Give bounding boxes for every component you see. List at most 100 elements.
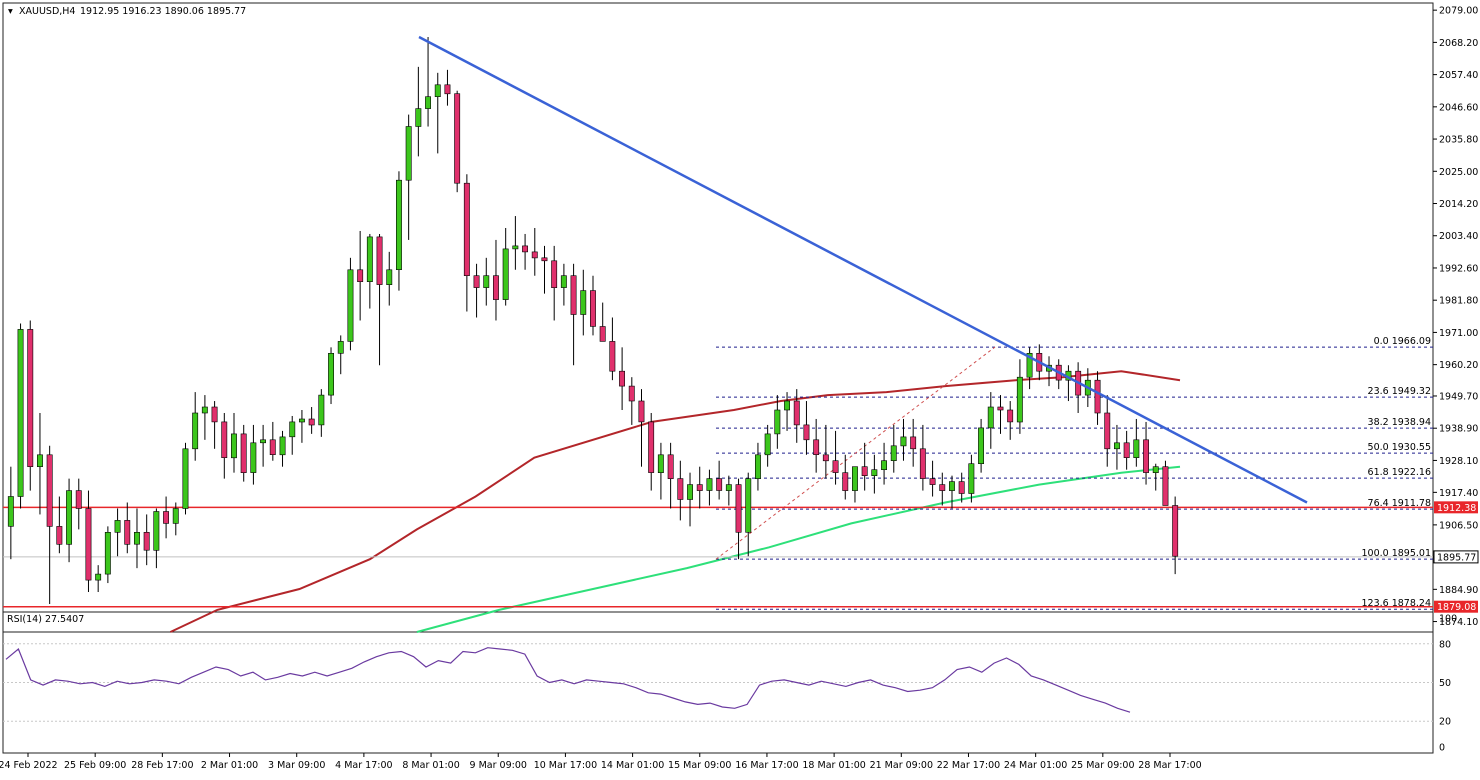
x-tick-label: 15 Mar 09:00 xyxy=(668,760,731,771)
candle-body xyxy=(919,448,926,479)
candle-body xyxy=(638,400,645,423)
rsi-tick-label: 100 xyxy=(1439,614,1457,625)
x-tick-label: 9 Mar 09:00 xyxy=(470,760,527,771)
candle-body xyxy=(502,248,509,300)
candle-body xyxy=(978,427,985,464)
candle-body xyxy=(580,290,587,315)
candle-body xyxy=(17,329,24,497)
candle-body xyxy=(492,275,499,300)
fib-level-label: 100.0 1895.01 xyxy=(1361,548,1431,559)
candle-body xyxy=(745,478,752,533)
x-tick-label: 25 Feb 09:00 xyxy=(64,760,126,771)
candle-body xyxy=(298,418,305,423)
fib-level-label: 0.0 1966.09 xyxy=(1374,336,1431,347)
candle-body xyxy=(250,442,257,473)
candle-body xyxy=(774,409,781,435)
candle-body xyxy=(172,508,179,524)
candle-body xyxy=(881,460,888,471)
candle-body xyxy=(405,126,412,181)
candle-body xyxy=(231,433,237,459)
trendline xyxy=(418,35,1308,504)
candle-body xyxy=(182,448,189,509)
candle-body xyxy=(560,275,567,288)
candle-body xyxy=(240,433,247,473)
candle-body xyxy=(1152,466,1159,474)
candle-body xyxy=(463,182,470,276)
candle-body xyxy=(657,454,664,473)
candle-body xyxy=(541,257,548,262)
rsi-tick-label: 0 xyxy=(1439,743,1445,754)
horizontal-levels xyxy=(3,506,1433,608)
y-tick-label: 1992.60 xyxy=(1439,263,1478,274)
candle-body xyxy=(134,531,140,545)
candle-body xyxy=(628,385,635,402)
candle-body xyxy=(279,436,286,456)
candle-body xyxy=(395,179,402,270)
candle-body xyxy=(366,236,373,282)
candle-body xyxy=(318,394,325,426)
x-tick-label: 16 Mar 17:00 xyxy=(735,760,798,771)
x-tick-label: 24 Feb 2022 xyxy=(0,760,58,771)
x-tick-label: 25 Mar 09:00 xyxy=(1071,760,1134,771)
candle-body xyxy=(813,439,820,455)
candle-body xyxy=(425,96,431,109)
candle-body xyxy=(599,326,606,342)
fib-level-label: 61.8 1922.16 xyxy=(1368,467,1431,478)
fib-level-label: 23.6 1949.32 xyxy=(1368,386,1431,397)
candle-body xyxy=(1123,442,1130,458)
x-tick-label: 18 Mar 01:00 xyxy=(802,760,865,771)
y-tick-label: 1874.10 xyxy=(1439,617,1478,628)
candle-body xyxy=(851,466,858,491)
moving-averages xyxy=(169,370,1181,633)
candle-body xyxy=(987,406,994,429)
time-axis: 24 Feb 2022 25 Feb 09:00 28 Feb 17:00 2 Mar… xyxy=(0,753,1202,771)
candle-body xyxy=(454,93,461,184)
candle-body xyxy=(754,454,761,479)
candle-body xyxy=(948,481,955,491)
trendline-group xyxy=(418,35,1308,504)
y-tick-label: 2014.20 xyxy=(1439,199,1478,210)
price-tag-box xyxy=(1434,600,1478,613)
x-tick-label: 4 Mar 17:00 xyxy=(335,760,392,771)
candle-body xyxy=(1026,352,1033,378)
candle-body xyxy=(1094,379,1101,414)
candle-body xyxy=(337,341,344,354)
candle-body xyxy=(696,484,703,491)
candle-body xyxy=(7,496,14,527)
candle-body xyxy=(900,436,907,447)
candle-body xyxy=(221,421,228,458)
candle-body xyxy=(95,573,102,581)
y-tick-label: 2003.40 xyxy=(1439,231,1478,242)
candle-body xyxy=(890,445,897,461)
candle-body xyxy=(347,269,354,342)
candle-body xyxy=(85,508,92,581)
candle-body xyxy=(289,421,296,438)
candle-body xyxy=(328,352,334,396)
rsi-tick-label: 50 xyxy=(1439,678,1451,689)
candle-body xyxy=(910,436,917,450)
y-tick-label: 1906.50 xyxy=(1439,520,1478,531)
candle-body xyxy=(483,275,490,288)
candle-body xyxy=(66,490,73,545)
candle-body xyxy=(551,260,558,288)
price-tag-label: 1879.08 xyxy=(1437,602,1476,613)
candle-body xyxy=(124,520,131,545)
candle-body xyxy=(784,400,791,411)
fib-level-label: 76.4 1911.78 xyxy=(1368,498,1431,509)
candle-body xyxy=(531,251,538,259)
candle-body xyxy=(687,484,694,500)
candle-body xyxy=(269,439,276,455)
fib-level-label: 38.2 1938.94 xyxy=(1368,417,1431,428)
x-tick-label: 22 Mar 17:00 xyxy=(937,760,1000,771)
y-tick-label: 1960.20 xyxy=(1439,360,1478,371)
x-tick-label: 14 Mar 01:00 xyxy=(601,760,664,771)
rsi-indicator: 100 80 50 20 0 xyxy=(3,614,1457,754)
candle-body xyxy=(677,478,684,500)
x-tick-label: 21 Mar 09:00 xyxy=(870,760,933,771)
candle-body xyxy=(619,370,626,387)
x-tick-label: 10 Mar 17:00 xyxy=(534,760,597,771)
candle-body xyxy=(570,275,577,315)
candle-body xyxy=(260,439,266,444)
